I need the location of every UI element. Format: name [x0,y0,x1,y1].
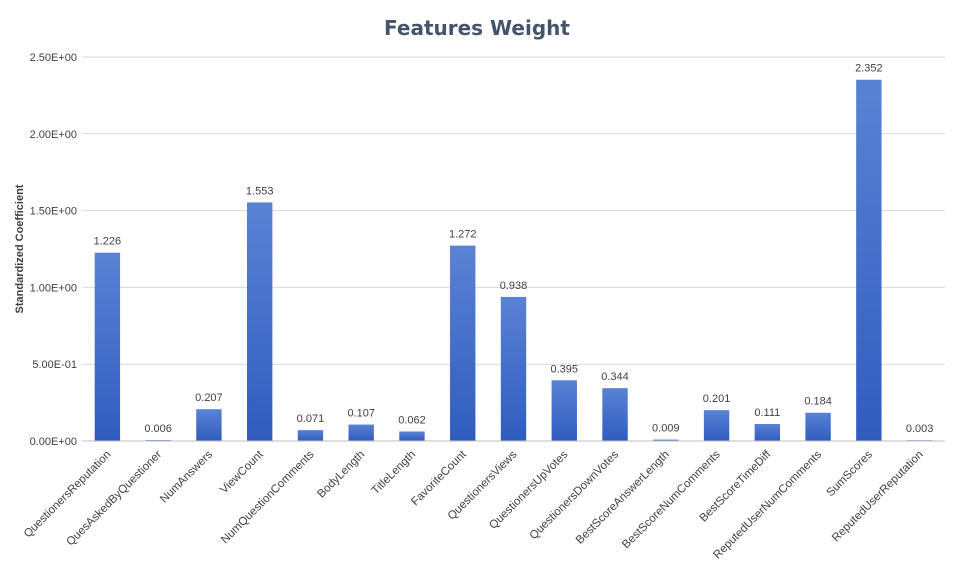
data-label: 0.201 [703,393,731,405]
data-label: 0.009 [652,423,680,435]
bar [856,79,882,442]
bar [450,245,476,441]
data-label: 0.184 [804,396,832,408]
bar [500,296,527,441]
bar [703,410,730,441]
x-tick-label: TitleLength [370,449,418,497]
x-tick-label: QuestionersDownVotes [528,448,622,542]
data-label: 0.938 [500,280,528,292]
data-label: 0.006 [144,423,172,435]
bar [196,409,222,441]
x-tick-label: ViewCount [218,448,266,496]
x-tick-label: NumQuestionComments [219,448,317,546]
y-tick-label: 1.50E+00 [30,206,77,218]
data-label: 0.062 [398,414,426,426]
y-axis-label: Standardized Coefficient [14,184,26,313]
data-label: 0.003 [906,423,934,435]
bar [297,430,324,441]
bars [94,79,933,442]
y-tick-label: 1.00E+00 [30,282,77,294]
bar [551,380,577,441]
data-labels: 1.226 0.006 0.207 1.553 0.071 0.107 0.062 1.272… [94,63,934,435]
x-tick-label: BestScoreNumComments [620,448,723,551]
bar [653,439,679,441]
chart-title: Features Weight [384,16,570,40]
y-axis-ticks: 0.00E+00 5.00E-01 1.00E+00 1.50E+00 2.00E+00… [30,52,77,448]
data-label: 0.395 [550,363,578,375]
data-label: 0.111 [754,407,780,419]
x-tick-label: SumScores [824,448,875,499]
bar [348,424,374,441]
y-tick-label: 2.00E+00 [30,129,77,141]
data-label: 0.071 [297,413,325,425]
bar [94,252,121,441]
bar [602,388,628,441]
data-label: 1.272 [449,229,477,241]
bar [805,412,831,441]
gridlines [82,56,945,365]
data-label: 0.344 [601,371,629,383]
data-label: 1.553 [246,185,274,197]
data-label: 1.226 [94,236,122,248]
y-tick-label: 5.00E-01 [32,359,77,371]
bar [246,202,273,441]
y-tick-label: 2.50E+00 [30,52,77,64]
x-axis-ticks: QuestionersReputationQuesAskedByQuestion… [22,448,926,561]
x-tick-label: QuestionersReputation [22,449,114,541]
x-tick-label: ReputedUserNumComments [711,448,824,561]
x-tick-label: NumAnswers [158,448,215,505]
x-tick-label: QuesAskedByQuestioner [64,449,164,549]
bar [399,431,425,441]
data-label: 0.207 [195,392,223,404]
data-label: 0.107 [347,408,375,420]
x-tick-label: ReputedUserReputation [830,449,926,545]
x-tick-label: BodyLength [315,449,367,501]
bar [754,423,781,441]
data-label: 2.352 [855,63,883,75]
y-tick-label: 0.00E+00 [30,436,77,448]
x-tick-label: BestScoreAnswerLength [574,449,672,547]
